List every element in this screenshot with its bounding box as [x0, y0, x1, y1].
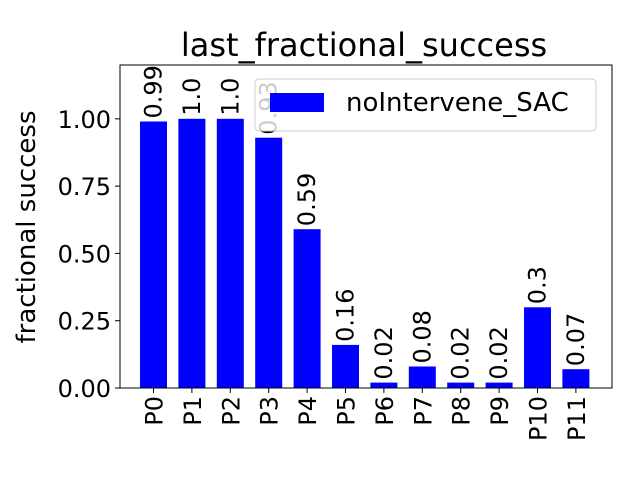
y-tick-label: 0.50: [58, 240, 111, 268]
x-tick-label: P5: [333, 396, 361, 426]
y-axis-ticks: 0.00 0.25 0.50 0.75 1.00: [58, 106, 120, 403]
bar-value-label: 1.0: [178, 78, 206, 116]
bar-p11: [562, 369, 590, 388]
bar-value-label: 0.02: [447, 326, 475, 379]
bar-value-label: 0.3: [524, 266, 552, 304]
y-tick-label: 1.00: [58, 106, 111, 134]
y-tick-label: 0.00: [58, 375, 111, 403]
bar-p9: [485, 382, 513, 388]
plot-area-frame: [119, 64, 613, 389]
x-tick-label: P9: [486, 396, 514, 426]
legend: noIntervene_SAC: [254, 78, 597, 132]
bar-value-label: 0.08: [408, 310, 436, 363]
legend-box: [254, 78, 597, 132]
bar-p0: [140, 121, 167, 388]
x-tick-label: P10: [525, 396, 553, 441]
bar-value-label: 0.59: [293, 173, 321, 226]
x-axis-ticks: P0 P1 P2 P3 P4 P5 P6 P7 P8 P9 P10 P11: [141, 388, 591, 441]
y-tick-label: 0.25: [58, 308, 111, 336]
bar-value-label: 0.02: [485, 326, 513, 379]
bar-p5: [332, 344, 359, 388]
bar-value-label: 0.02: [370, 326, 398, 379]
x-tick-label: P2: [217, 396, 245, 426]
bar-p6: [370, 382, 398, 388]
x-tick-label: P8: [448, 396, 476, 426]
bar-p2: [216, 118, 244, 389]
legend-label: noIntervene_SAC: [346, 88, 569, 118]
x-tick-label: P1: [179, 396, 207, 426]
bar-p7: [408, 366, 436, 388]
x-tick-label: P0: [141, 396, 169, 426]
bar-value-label: 1.0: [216, 78, 244, 116]
x-tick-label: P4: [294, 396, 322, 426]
x-tick-label: P6: [371, 396, 399, 426]
chart-title: last_fractional_success: [181, 26, 547, 64]
bar-p8: [447, 382, 475, 388]
x-tick-label: P7: [409, 396, 437, 426]
y-tick-label: 0.75: [58, 173, 111, 201]
bar-p3: [255, 137, 283, 388]
bar-p4: [293, 229, 321, 388]
y-axis-label: fractional success: [12, 111, 42, 344]
x-tick-label: P11: [563, 396, 591, 441]
legend-swatch: [270, 93, 324, 112]
bars-group: [140, 118, 590, 389]
bar-value-label: 0.16: [332, 288, 360, 341]
bar-value-label: 0.99: [140, 65, 168, 118]
x-tick-label: P3: [256, 396, 284, 426]
bar-p1: [178, 118, 206, 389]
bar-value-label: 0.07: [562, 313, 590, 366]
bar-p10: [524, 307, 551, 389]
